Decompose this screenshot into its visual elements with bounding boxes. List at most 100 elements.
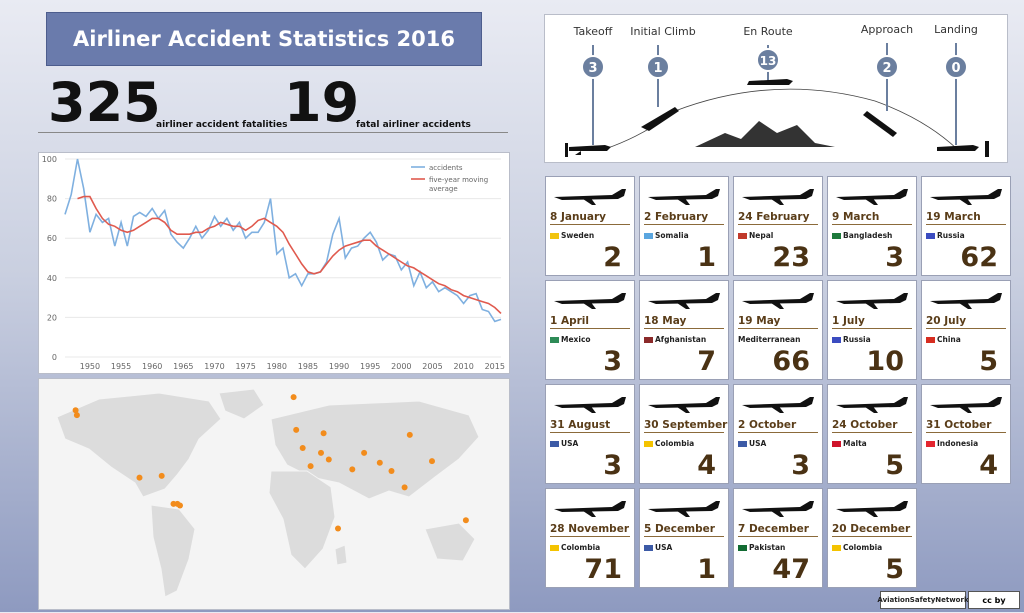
accident-card: 28 November Colombia 71 <box>545 488 635 588</box>
accident-fatalities: 10 <box>866 346 904 377</box>
phase-landing-count: 0 <box>951 61 960 76</box>
accident-fatalities: 3 <box>791 450 810 481</box>
accident-location-dot <box>307 463 314 470</box>
country-name: Russia <box>843 335 871 344</box>
x-tick-label: 1970 <box>204 362 224 371</box>
flag-icon <box>832 545 841 551</box>
phase-en-route-label: En Route <box>743 25 793 38</box>
phase-en-route: En Route 13 <box>743 25 793 72</box>
accident-card: 19 May Mediterranean 66 <box>733 280 823 380</box>
accident-date: 20 December <box>832 523 912 537</box>
flag-icon <box>832 337 841 343</box>
accident-date: 20 July <box>926 315 1006 329</box>
airplane-icon <box>742 189 814 205</box>
accident-date: 19 May <box>738 315 818 329</box>
accident-country: USA <box>738 439 766 448</box>
accident-date: 19 March <box>926 211 1006 225</box>
accident-date: 7 December <box>738 523 818 537</box>
accident-location-dot <box>462 517 469 524</box>
country-name: USA <box>749 439 767 448</box>
accident-card: 30 September Colombia 4 <box>639 384 729 484</box>
country-name: Nepal <box>749 231 774 240</box>
accident-fatalities: 23 <box>772 242 810 273</box>
accident-date: 18 May <box>644 315 724 329</box>
airplane-icon <box>554 397 626 413</box>
accident-fatalities: 7 <box>697 346 716 377</box>
airplane-icon <box>930 397 1002 413</box>
airplane-icon <box>930 293 1002 309</box>
airplane-icon <box>836 189 908 205</box>
accident-card: 9 March Bangladesh 3 <box>827 176 917 276</box>
flag-icon <box>644 233 653 239</box>
x-tick-label: 2005 <box>422 362 442 371</box>
accident-card: 24 February Nepal 23 <box>733 176 823 276</box>
tower-left-icon <box>565 143 568 157</box>
accident-card: 20 July China 5 <box>921 280 1011 380</box>
plane-enroute-icon <box>747 79 793 85</box>
airplane-icon <box>648 501 720 517</box>
accident-country: Colombia <box>550 543 600 552</box>
accident-fatalities: 3 <box>603 346 622 377</box>
accident-fatalities: 5 <box>885 554 904 585</box>
accident-location-dot <box>429 458 435 465</box>
country-name: Colombia <box>843 543 883 552</box>
accident-card: 1 July Russia 10 <box>827 280 917 380</box>
accident-location-dot <box>177 502 183 509</box>
accident-date: 5 December <box>644 523 724 537</box>
flag-icon <box>738 233 747 239</box>
phase-approach-label: Approach <box>861 23 913 36</box>
accident-fatalities: 3 <box>885 242 904 273</box>
accident-country: Colombia <box>832 543 882 552</box>
accident-card: 18 May Afghanistan 7 <box>639 280 729 380</box>
country-name: USA <box>561 439 579 448</box>
phase-approach-count: 2 <box>882 61 891 76</box>
phase-landing: Landing 0 <box>934 23 978 79</box>
country-name: Colombia <box>655 439 695 448</box>
accident-date: 30 September <box>644 419 728 433</box>
accidents-count: 19 <box>284 71 360 134</box>
accident-date: 1 April <box>550 315 630 329</box>
accident-country: Mexico <box>550 335 591 344</box>
flag-icon <box>926 233 935 239</box>
accident-date: 2 October <box>738 419 818 433</box>
x-tick-label: 2015 <box>485 362 505 371</box>
x-tick-label: 1990 <box>329 362 349 371</box>
x-tick-label: 1960 <box>142 362 162 371</box>
plane-takeoff-icon <box>569 145 611 155</box>
airplane-icon <box>836 501 908 517</box>
series-line-1 <box>77 195 502 314</box>
accident-fatalities: 4 <box>979 450 998 481</box>
accident-country: USA <box>550 439 578 448</box>
accident-chart-svg: 0 20 40 60 80 100 1950 1955 1960 1965 1970 1975 1980… <box>42 155 505 371</box>
accident-fatalities: 71 <box>584 554 622 585</box>
flag-icon <box>644 545 653 551</box>
accident-fatalities: 4 <box>697 450 716 481</box>
accident-fatalities: 66 <box>772 346 810 377</box>
accident-card: 2 October USA 3 <box>733 384 823 484</box>
country-name: Mexico <box>561 335 591 344</box>
x-tick-label: 1965 <box>173 362 193 371</box>
accident-location-dot <box>335 525 341 532</box>
accident-fatalities: 1 <box>697 242 716 273</box>
accident-country: China <box>926 335 961 344</box>
accident-country: Somalia <box>644 231 689 240</box>
phase-takeoff-count: 3 <box>588 61 597 76</box>
continents <box>56 388 480 598</box>
y-tick-label: 100 <box>42 155 57 164</box>
accident-card: 2 February Somalia 1 <box>639 176 729 276</box>
mountains-icon <box>695 121 835 147</box>
legend-accidents: accidents <box>429 164 463 172</box>
accident-location-dot <box>158 472 165 479</box>
airplane-icon <box>742 293 814 309</box>
country-name: Pakistan <box>749 543 786 552</box>
country-name: Afghanistan <box>655 335 707 344</box>
phase-initial-climb-count: 1 <box>653 61 662 76</box>
flag-icon <box>926 337 935 343</box>
flag-icon <box>644 441 653 447</box>
country-name: Russia <box>937 231 965 240</box>
flag-icon <box>550 337 559 343</box>
y-tick-label: 40 <box>47 274 57 283</box>
airplane-icon <box>554 501 626 517</box>
accident-locations <box>72 394 469 532</box>
country-name: USA <box>655 543 673 552</box>
